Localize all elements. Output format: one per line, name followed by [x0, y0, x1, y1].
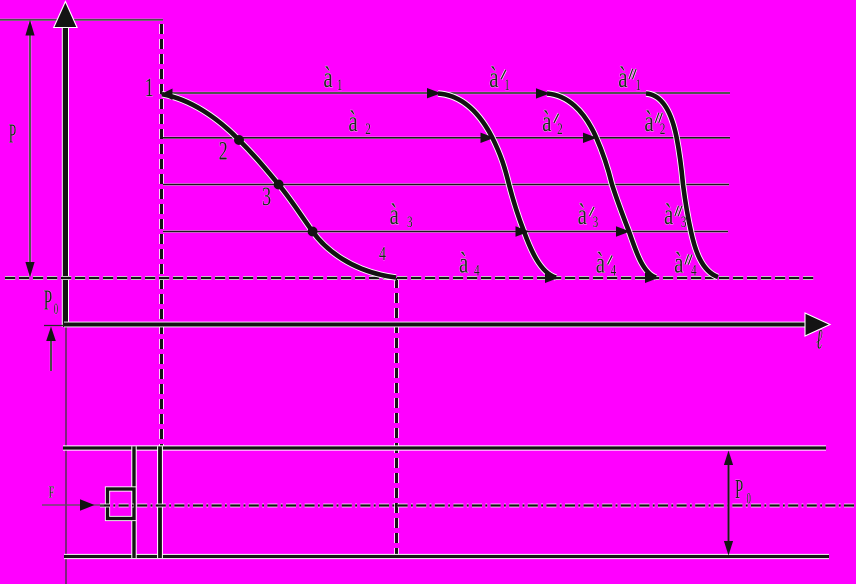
svg-text:à: à	[618, 60, 628, 94]
svg-text:à: à	[323, 60, 333, 94]
svg-text:à: à	[459, 246, 469, 280]
svg-text:P: P	[44, 285, 53, 316]
svg-text:3: 3	[407, 213, 413, 230]
svg-text:4: 4	[691, 262, 697, 279]
svg-text:à: à	[674, 246, 684, 280]
svg-text:1: 1	[337, 76, 343, 93]
svg-text:à: à	[578, 197, 588, 231]
svg-text:3: 3	[681, 213, 687, 230]
svg-text:à: à	[664, 197, 674, 231]
svg-text:2: 2	[557, 120, 563, 137]
svg-text:à: à	[489, 60, 499, 94]
svg-text:4: 4	[611, 262, 617, 279]
svg-text:P: P	[9, 118, 17, 148]
svg-text:1: 1	[145, 73, 154, 102]
svg-text:1: 1	[504, 76, 510, 93]
svg-text:3: 3	[593, 213, 599, 230]
svg-text:1: 1	[635, 76, 641, 93]
svg-text:P: P	[735, 474, 743, 504]
svg-text:4: 4	[474, 262, 480, 279]
svg-text:à: à	[542, 104, 552, 138]
svg-text:à: à	[596, 246, 606, 280]
svg-text:0: 0	[747, 489, 751, 508]
svg-text:0: 0	[54, 299, 58, 318]
svg-text:à: à	[644, 104, 654, 138]
svg-text:2: 2	[365, 120, 371, 137]
svg-text:à: à	[348, 104, 358, 138]
svg-text:2: 2	[660, 120, 666, 137]
svg-text:2: 2	[219, 136, 228, 165]
svg-text:à: à	[390, 197, 400, 231]
svg-text:F: F	[49, 484, 55, 502]
svg-text:3: 3	[262, 182, 271, 211]
svg-text:ℓ: ℓ	[816, 324, 823, 355]
svg-text:4: 4	[379, 243, 386, 265]
